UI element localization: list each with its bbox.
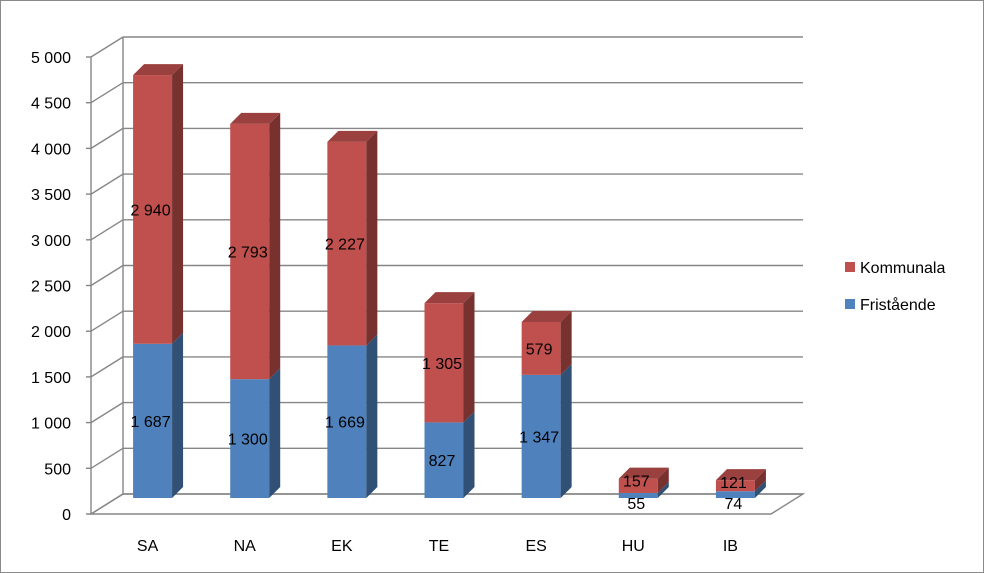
y-tick-label: 2 000 (31, 324, 71, 341)
y-tick-label: 2 500 (31, 279, 71, 296)
y-tick-label: 1 000 (31, 416, 71, 433)
data-label: 121 (720, 475, 747, 492)
gridline-side (90, 173, 124, 195)
bar-side (463, 292, 475, 423)
y-tick-label: 4 500 (31, 96, 71, 113)
bar-side (754, 480, 766, 498)
x-tick-label: NA (234, 538, 257, 555)
bar-side (657, 467, 669, 493)
data-label: 1 305 (422, 356, 462, 373)
bar-kommunala-te (424, 303, 464, 423)
bar-fristående-hu (618, 492, 658, 498)
data-label: 2 227 (325, 237, 365, 254)
x-tick-label: IB (723, 538, 738, 555)
y-tick-label: 4 000 (31, 141, 71, 158)
data-label: 74 (725, 496, 743, 513)
bar-side (560, 363, 572, 498)
gridline-side (90, 127, 124, 149)
gridline-side (90, 356, 124, 378)
data-label: 2 793 (228, 245, 268, 262)
bar-kommunala-ib (715, 480, 755, 492)
bar-top (327, 130, 378, 142)
data-label: 579 (526, 341, 553, 358)
bar-fristående-na (230, 379, 270, 498)
bar-fristående-sa (133, 343, 173, 498)
x-tick-label: ES (525, 538, 546, 555)
bar-side (560, 310, 572, 375)
bar-kommunala-na (230, 123, 270, 380)
legend: Kommunala Fristående (845, 260, 945, 314)
bar-kommunala-hu (618, 478, 658, 493)
bar-fristående-ek (327, 345, 367, 498)
legend-entry: Kommunala (860, 260, 945, 277)
bar-top (521, 310, 572, 322)
bar-side (269, 112, 281, 380)
bar-side (657, 481, 669, 498)
gridline-side (90, 402, 124, 424)
bar-side (366, 334, 378, 498)
legend-swatch-kommunala (845, 262, 855, 272)
data-label: 2 940 (131, 202, 171, 219)
gridline-side (90, 36, 124, 58)
axes: 0 500 1 000 1 500 2 000 2 500 3 000 3 500 4 000 4… (31, 50, 806, 555)
y-tick-label: 500 (44, 461, 71, 478)
y-tick-label: 5 000 (31, 50, 71, 67)
bar-fristående-ib (715, 491, 755, 498)
x-tick-label: HU (622, 538, 645, 555)
legend-swatch-fristående (845, 299, 855, 309)
gridline-side (90, 447, 124, 469)
bar-fristående-es (521, 374, 561, 498)
bar-kommunala-sa (133, 75, 173, 344)
legend-entry: Fristående (860, 296, 936, 314)
gridline-side (90, 310, 124, 332)
bar-kommunala-ek (327, 141, 367, 346)
bar-side (366, 130, 378, 346)
data-label: 827 (429, 453, 456, 470)
data-label: 1 300 (228, 432, 268, 449)
bar-top (424, 292, 475, 304)
bar-side (172, 64, 184, 344)
bar-side (463, 411, 475, 498)
bar-side (172, 332, 184, 498)
data-labels: 1 687 2 940 1 300 2 793 1 669 2 227 827 1 305 1 … (131, 202, 747, 513)
gridline-side (90, 264, 124, 287)
x-tick-label: EK (331, 538, 353, 555)
x-tick-label: TE (429, 538, 449, 555)
bar-top (715, 469, 766, 481)
data-label: 1 669 (325, 415, 365, 432)
y-tick-label: 3 000 (31, 233, 71, 250)
x-tick-label: SA (137, 538, 159, 555)
y-tick-label: 3 500 (31, 187, 71, 204)
y-tick-label: 1 500 (31, 370, 71, 387)
bar-top (230, 112, 281, 124)
bars (133, 64, 766, 498)
y-tick-label: 0 (62, 507, 71, 524)
bar-kommunala-es (521, 321, 561, 375)
bar-top (618, 467, 669, 479)
gridline-side (90, 82, 124, 104)
bar-fristående-te (424, 422, 464, 498)
data-label: 157 (623, 474, 650, 491)
bar-top (133, 64, 184, 76)
data-label: 1 347 (519, 429, 559, 446)
bar-side (754, 469, 766, 492)
data-label: 55 (627, 496, 645, 513)
data-label: 1 687 (131, 414, 171, 431)
floor (88, 493, 806, 515)
bar-side (269, 368, 281, 498)
gridline-side (90, 219, 124, 241)
